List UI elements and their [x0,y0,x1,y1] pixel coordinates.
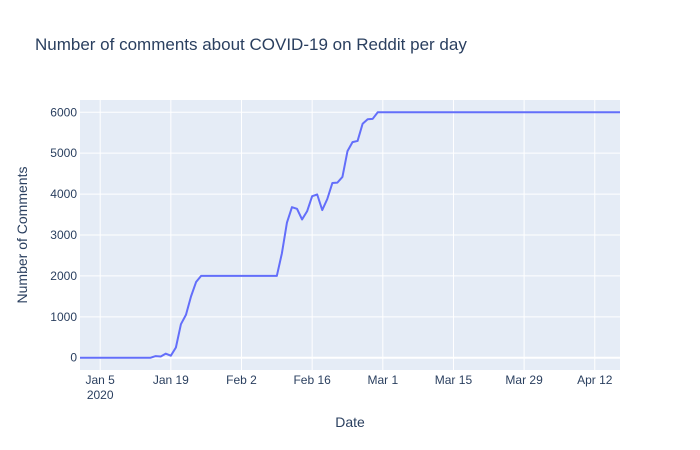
x-tick-label: Jan 19 [153,373,189,387]
y-tick-label: 2000 [50,269,77,283]
y-tick-label: 0 [70,351,77,365]
y-tick-label: 4000 [50,187,77,201]
y-axis-label: Number of Comments [14,167,30,304]
y-tick-label: 1000 [50,310,77,324]
x-tick-label: Feb 16 [293,373,331,387]
chart-title: Number of comments about COVID-19 on Red… [35,35,467,54]
y-tick-label: 6000 [50,105,77,119]
x-tick-label: Feb 2 [226,373,257,387]
x-axis-label: Date [335,414,365,430]
x-tick-label: Apr 12 [577,373,613,387]
x-tick-label: Mar 1 [367,373,398,387]
y-tick-labels: 0 1000 2000 3000 4000 5000 6000 [50,105,77,364]
x-tick-sublabel: 2020 [87,388,114,402]
x-tick-label: Mar 29 [505,373,543,387]
y-tick-label: 3000 [50,228,77,242]
x-tick-label: Jan 5 [86,373,116,387]
y-tick-label: 5000 [50,146,77,160]
x-tick-label: Mar 15 [435,373,473,387]
